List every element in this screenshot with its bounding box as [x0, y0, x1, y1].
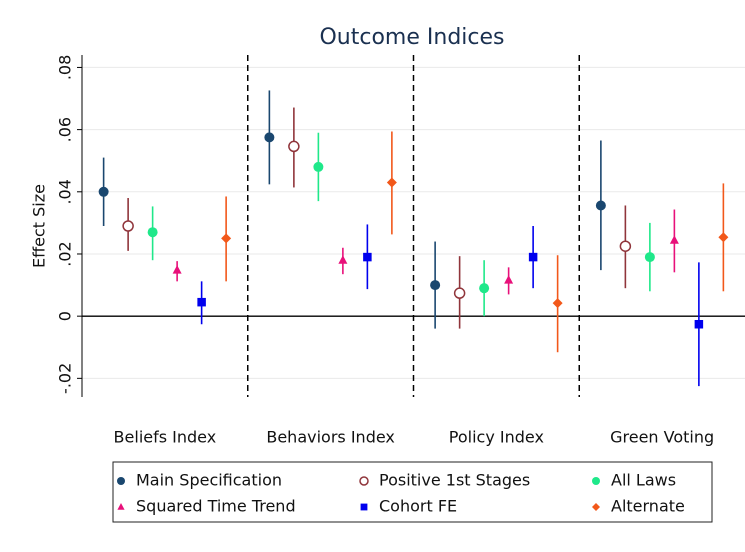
point	[386, 177, 397, 188]
y-axis-label: Effect Size	[30, 184, 49, 268]
legend-marker	[359, 476, 369, 486]
point	[98, 186, 109, 197]
point	[147, 227, 158, 238]
point	[552, 298, 563, 309]
x-tick-label: Beliefs Index	[114, 428, 217, 447]
y-tick-label: .04	[56, 179, 75, 204]
y-tick-label: 0	[56, 311, 75, 321]
y-tick-label: .02	[56, 241, 75, 266]
legend-marker	[117, 477, 125, 485]
point	[313, 161, 324, 172]
point	[197, 297, 206, 307]
legend-marker	[592, 477, 600, 485]
point	[172, 265, 182, 274]
y-tick-label: .08	[56, 55, 75, 80]
point	[595, 200, 606, 211]
chart-title: Outcome Indices	[319, 25, 504, 50]
legend-label: Alternate	[611, 497, 685, 516]
point	[479, 283, 490, 294]
point	[694, 319, 704, 329]
point	[644, 252, 655, 263]
legend-label: Cohort FE	[379, 497, 457, 516]
y-tick-label: -.02	[56, 363, 75, 394]
point	[264, 132, 275, 143]
x-tick-label: Green Voting	[610, 428, 714, 447]
point	[528, 252, 538, 262]
x-tick-label: Behaviors Index	[266, 428, 395, 447]
legend-box	[112, 461, 713, 523]
legend-marker	[360, 503, 368, 511]
point	[122, 220, 134, 232]
x-tick-label: Policy Index	[449, 428, 544, 447]
legend-label: Main Specification	[136, 471, 282, 490]
legend-label: Squared Time Trend	[136, 497, 296, 516]
point	[363, 252, 372, 262]
legend-label: All Laws	[611, 471, 676, 490]
point	[430, 280, 441, 291]
point	[338, 255, 348, 264]
point	[718, 232, 729, 243]
point	[221, 233, 232, 244]
y-tick-label: .06	[56, 117, 75, 142]
point	[504, 275, 514, 284]
legend-label: Positive 1st Stages	[379, 471, 530, 490]
point	[288, 140, 300, 153]
legend-marker	[117, 503, 125, 510]
point	[619, 240, 632, 252]
point	[453, 287, 466, 299]
legend-marker	[592, 503, 600, 511]
point	[669, 235, 679, 244]
